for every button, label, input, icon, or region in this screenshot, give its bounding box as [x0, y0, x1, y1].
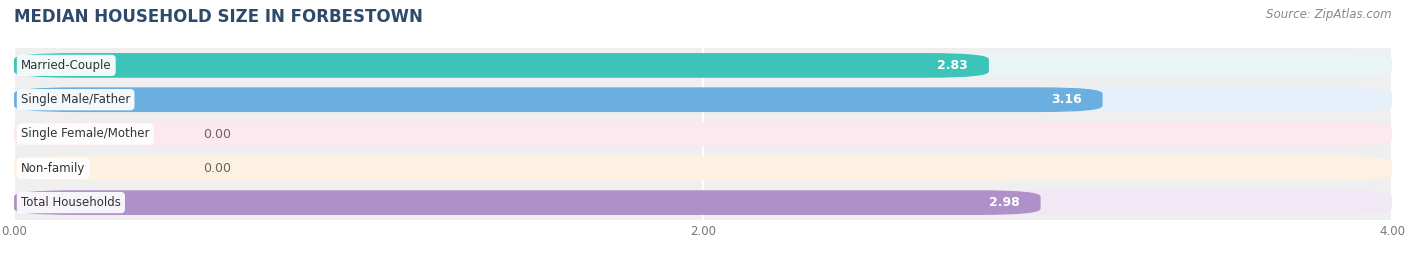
FancyBboxPatch shape — [14, 190, 1040, 215]
Text: 2.83: 2.83 — [938, 59, 969, 72]
Text: 2.98: 2.98 — [990, 196, 1019, 209]
Text: 0.00: 0.00 — [204, 162, 232, 175]
FancyBboxPatch shape — [14, 87, 1392, 112]
Text: MEDIAN HOUSEHOLD SIZE IN FORBESTOWN: MEDIAN HOUSEHOLD SIZE IN FORBESTOWN — [14, 8, 423, 26]
FancyBboxPatch shape — [14, 156, 1392, 181]
FancyBboxPatch shape — [14, 53, 1392, 78]
FancyBboxPatch shape — [14, 53, 988, 78]
Text: Single Female/Mother: Single Female/Mother — [21, 128, 149, 140]
FancyBboxPatch shape — [14, 122, 1392, 146]
Text: Total Households: Total Households — [21, 196, 121, 209]
FancyBboxPatch shape — [14, 87, 1102, 112]
Text: 3.16: 3.16 — [1052, 93, 1083, 106]
Text: Source: ZipAtlas.com: Source: ZipAtlas.com — [1267, 8, 1392, 21]
FancyBboxPatch shape — [14, 190, 1392, 215]
Text: 0.00: 0.00 — [204, 128, 232, 140]
Text: Married-Couple: Married-Couple — [21, 59, 111, 72]
Text: Non-family: Non-family — [21, 162, 86, 175]
Text: Single Male/Father: Single Male/Father — [21, 93, 131, 106]
